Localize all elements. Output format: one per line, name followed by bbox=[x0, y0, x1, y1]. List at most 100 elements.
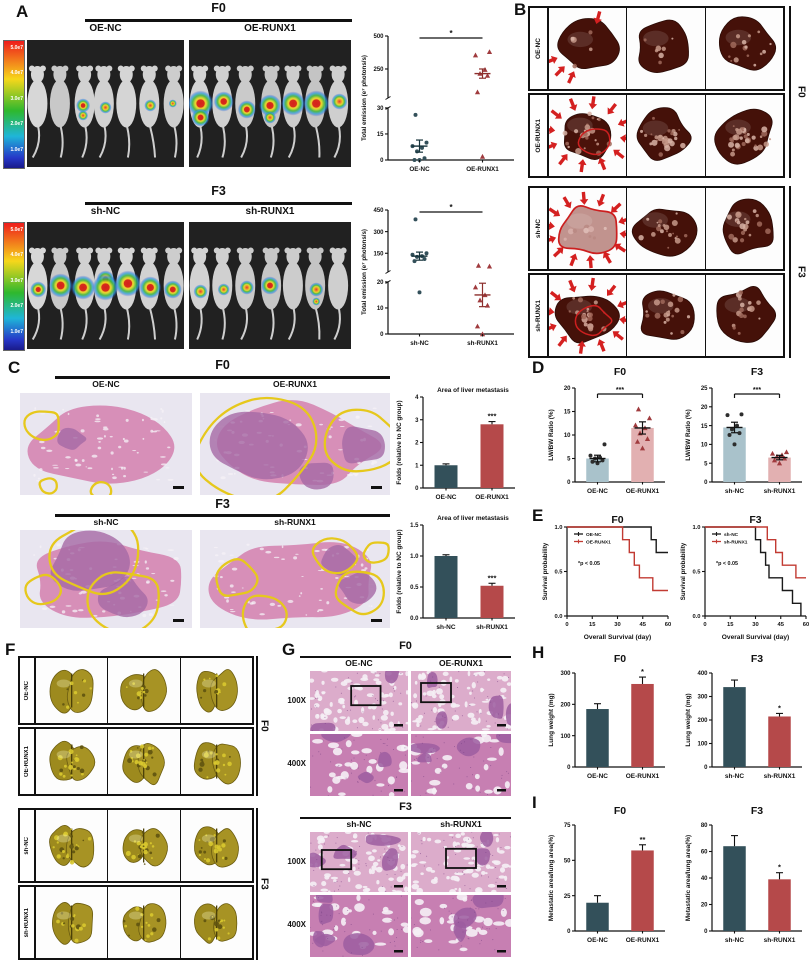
panel-d-label: D bbox=[532, 358, 545, 377]
svg-text:5: 5 bbox=[704, 461, 708, 467]
svg-text:0.0: 0.0 bbox=[410, 616, 419, 622]
chart-total-emission-f0: 0 15 30 250 500 OE-NC OE-RUNX1 * Total emission … bbox=[358, 22, 526, 182]
lung-histology-sh-nc-100x bbox=[310, 832, 408, 892]
bli-image-oe-runx1 bbox=[189, 40, 351, 167]
panel-a-f3-label-sh-nc: sh-NC bbox=[90, 206, 121, 217]
svg-text:F0: F0 bbox=[614, 653, 626, 665]
svg-text:OE-NC: OE-NC bbox=[436, 494, 457, 501]
chart-total-emission-f3: 0 10 20 150 300 450 sh-NC sh-RUNX1 * Total emissi… bbox=[358, 196, 526, 356]
panel-g-f3-title: F3 bbox=[399, 801, 412, 813]
svg-text:sh-RUNX1: sh-RUNX1 bbox=[764, 773, 796, 780]
svg-text:0.5: 0.5 bbox=[410, 585, 419, 591]
chart-metastatic-area-f0: 0 25 50 75 OE-NC OE-RUNX1 ** F0 Metastatic area/… bbox=[545, 803, 673, 955]
svg-text:*: * bbox=[449, 29, 453, 38]
svg-text:F0: F0 bbox=[614, 805, 626, 817]
svg-text:25: 25 bbox=[564, 894, 571, 900]
svg-text:Folds (relative to NC group): Folds (relative to NC group) bbox=[396, 529, 403, 613]
svg-text:sh-NC: sh-NC bbox=[725, 773, 744, 780]
svg-text:Lung weight (mg): Lung weight (mg) bbox=[685, 693, 692, 746]
panel-a-f0-label-oe-runx1: OE-RUNX1 bbox=[244, 23, 296, 34]
lung-photo bbox=[36, 810, 108, 881]
chart-liver-metastasis-f3: 0.0 0.5 1.0 1.5 sh-NC sh-RUNX1 *** Area of live… bbox=[393, 510, 523, 642]
panel-a-f3-title: F3 bbox=[211, 184, 226, 198]
svg-text:*: * bbox=[641, 667, 644, 676]
panel-g: G F0 OE-NC OE-RUNX1 100X 400X F3 sh-NC s… bbox=[278, 640, 523, 961]
svg-text:200: 200 bbox=[560, 703, 571, 709]
panel-h-label: H bbox=[532, 643, 545, 662]
svg-text:OE-RUNX1: OE-RUNX1 bbox=[466, 166, 499, 173]
lung-histology-sh-runx1-400x bbox=[411, 895, 511, 957]
mag-label-100x: 100X bbox=[287, 857, 306, 866]
svg-text:2: 2 bbox=[415, 441, 419, 447]
panel-g-f3-label-sh-nc: sh-NC bbox=[346, 819, 372, 829]
group-label-f3: F3 bbox=[795, 266, 807, 278]
liver-row-sh-runx1: sh-RUNX1 bbox=[528, 273, 785, 358]
lung-row-sh-runx1: sh-RUNX1 bbox=[18, 885, 254, 960]
liver-photo bbox=[626, 188, 705, 269]
svg-text:F3: F3 bbox=[749, 514, 761, 526]
group-label-f0: F0 bbox=[795, 86, 807, 98]
panel-c-f3-underline bbox=[55, 514, 390, 517]
svg-text:**: ** bbox=[640, 835, 646, 844]
svg-text:***: *** bbox=[753, 387, 761, 394]
svg-text:OE-RUNX1: OE-RUNX1 bbox=[626, 773, 660, 780]
svg-text:200: 200 bbox=[697, 718, 708, 724]
lung-photo bbox=[179, 810, 252, 881]
group-label-f0: F0 bbox=[258, 720, 270, 732]
panel-c-f3-label-sh-runx1: sh-RUNX1 bbox=[274, 517, 316, 527]
svg-text:20: 20 bbox=[701, 903, 708, 909]
svg-text:0: 0 bbox=[567, 765, 571, 771]
mag-label-400x: 400X bbox=[287, 759, 306, 768]
svg-text:1: 1 bbox=[415, 463, 419, 469]
panel-c-label: C bbox=[8, 358, 21, 377]
liver-photo bbox=[704, 8, 783, 89]
svg-text:sh-NC: sh-NC bbox=[410, 340, 429, 347]
panel-i: I 0 25 50 75 OE-NC OE-RUNX1 ** F0 Metastatic are… bbox=[530, 793, 812, 961]
svg-text:OE-RUNX1: OE-RUNX1 bbox=[626, 937, 660, 944]
svg-text:0.0: 0.0 bbox=[692, 614, 700, 620]
svg-text:300: 300 bbox=[560, 671, 571, 677]
svg-text:10: 10 bbox=[701, 443, 708, 449]
chart-lwbw-ratio-f3: 0 5 10 15 20 25 sh-NC sh-RUNX1 *** F3 LW/BW Ratio … bbox=[682, 364, 810, 506]
svg-text:***: *** bbox=[488, 412, 497, 421]
row-label: sh-NC bbox=[530, 188, 549, 269]
svg-text:45: 45 bbox=[778, 622, 785, 628]
panel-i-label: I bbox=[532, 793, 537, 812]
svg-text:60: 60 bbox=[665, 622, 671, 628]
lung-photo bbox=[107, 810, 180, 881]
lung-photo bbox=[107, 658, 180, 723]
row-label: OE-NC bbox=[530, 8, 549, 89]
svg-text:20: 20 bbox=[564, 386, 571, 392]
bli-colorbar-f3: 5.0e7 4.0e7 3.0e7 2.0e7 1.0e7 bbox=[3, 222, 25, 351]
svg-text:0: 0 bbox=[380, 158, 384, 164]
colorbar-tick: 5.0e7 bbox=[10, 45, 23, 52]
svg-text:OE-NC: OE-NC bbox=[587, 937, 608, 944]
chart-survival-f3: 0.0 0.5 1.0 0 15 30 45 60 sh-NC sh-RUNX1 *p < 0.05… bbox=[678, 512, 811, 642]
panel-c-f0-title: F0 bbox=[215, 358, 230, 372]
lung-histology-oe-nc-100x bbox=[310, 671, 408, 731]
svg-text:sh-RUNX1: sh-RUNX1 bbox=[467, 340, 498, 347]
svg-text:15: 15 bbox=[564, 410, 571, 416]
svg-text:F0: F0 bbox=[611, 514, 623, 526]
colorbar-tick: 1.0e7 bbox=[10, 146, 23, 153]
svg-text:0: 0 bbox=[380, 332, 384, 338]
svg-text:0: 0 bbox=[567, 929, 571, 935]
bli-image-sh-runx1 bbox=[189, 222, 351, 349]
liver-photo bbox=[549, 275, 627, 356]
svg-text:25: 25 bbox=[701, 386, 708, 392]
lung-histology-sh-runx1-100x bbox=[411, 832, 511, 892]
svg-text:F0: F0 bbox=[614, 366, 626, 378]
svg-text:10: 10 bbox=[377, 306, 384, 312]
panel-g-label: G bbox=[282, 640, 296, 659]
svg-text:1.0: 1.0 bbox=[692, 525, 700, 531]
svg-text:sh-NC: sh-NC bbox=[725, 937, 744, 944]
svg-text:30: 30 bbox=[752, 622, 758, 628]
panel-c-f3-label-sh-nc: sh-NC bbox=[93, 517, 119, 527]
bli-colorbar-f0: 5.0e7 4.0e7 3.0e7 2.0e7 1.0e7 bbox=[3, 40, 25, 169]
row-label: sh-RUNX1 bbox=[530, 275, 549, 356]
panel-a: A F0 OE-NC OE-RUNX1 5.0e7 4.0e7 3.0e7 2.… bbox=[0, 0, 530, 358]
liver-row-oe-nc: OE-NC bbox=[528, 6, 785, 91]
panel-c-f0-underline bbox=[55, 376, 390, 379]
svg-text:100: 100 bbox=[560, 734, 571, 740]
svg-text:Survival probability: Survival probability bbox=[680, 542, 687, 600]
